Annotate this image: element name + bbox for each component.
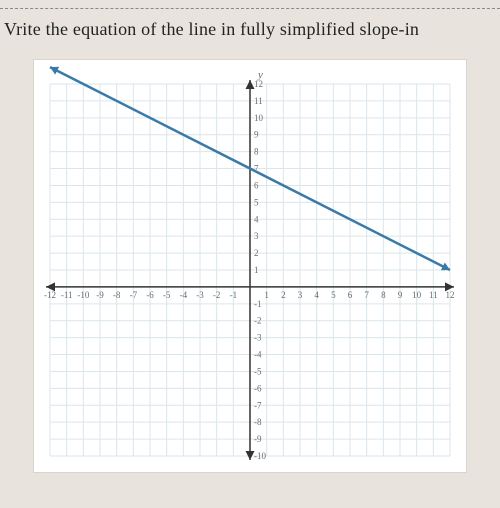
svg-text:4: 4 [314,290,319,300]
svg-text:12: 12 [446,290,455,300]
svg-text:11: 11 [429,290,438,300]
svg-text:-1: -1 [254,299,262,309]
svg-text:-7: -7 [254,400,262,410]
svg-text:2: 2 [281,290,286,300]
svg-text:8: 8 [254,147,259,157]
svg-text:-4: -4 [254,350,262,360]
svg-text:-9: -9 [96,290,104,300]
svg-text:-10: -10 [254,451,266,461]
coordinate-graph: y-12-11-10-9-8-7-6-5-4-3-2-1123456789101… [34,60,466,472]
svg-text:-4: -4 [180,290,188,300]
svg-text:10: 10 [254,113,264,123]
svg-text:-6: -6 [146,290,154,300]
svg-text:2: 2 [254,248,259,258]
svg-text:-1: -1 [230,290,238,300]
svg-text:-10: -10 [77,290,89,300]
svg-text:-12: -12 [44,290,56,300]
svg-text:11: 11 [254,96,263,106]
svg-text:6: 6 [348,290,353,300]
svg-text:9: 9 [254,130,259,140]
svg-text:4: 4 [254,214,259,224]
svg-text:8: 8 [381,290,386,300]
svg-text:10: 10 [412,290,422,300]
svg-text:-8: -8 [254,417,262,427]
svg-text:3: 3 [254,231,259,241]
graph-svg: y-12-11-10-9-8-7-6-5-4-3-2-1123456789101… [40,66,460,466]
svg-text:1: 1 [264,290,269,300]
section-divider [0,8,500,9]
svg-text:-9: -9 [254,434,262,444]
svg-text:9: 9 [398,290,403,300]
svg-text:12: 12 [254,79,263,89]
svg-text:-5: -5 [163,290,171,300]
svg-text:3: 3 [298,290,303,300]
svg-text:-7: -7 [130,290,138,300]
question-text: Vrite the equation of the line in fully … [0,19,500,52]
svg-text:-8: -8 [113,290,121,300]
svg-text:1: 1 [254,265,259,275]
svg-text:-6: -6 [254,383,262,393]
svg-text:6: 6 [254,180,259,190]
svg-text:5: 5 [331,290,336,300]
svg-text:-2: -2 [254,316,262,326]
svg-text:5: 5 [254,197,259,207]
svg-text:-2: -2 [213,290,221,300]
svg-text:-3: -3 [254,333,262,343]
svg-text:-11: -11 [61,290,73,300]
svg-text:7: 7 [364,290,369,300]
svg-text:-3: -3 [196,290,204,300]
graph-container: y-12-11-10-9-8-7-6-5-4-3-2-1123456789101… [0,52,500,472]
svg-text:-5: -5 [254,366,262,376]
